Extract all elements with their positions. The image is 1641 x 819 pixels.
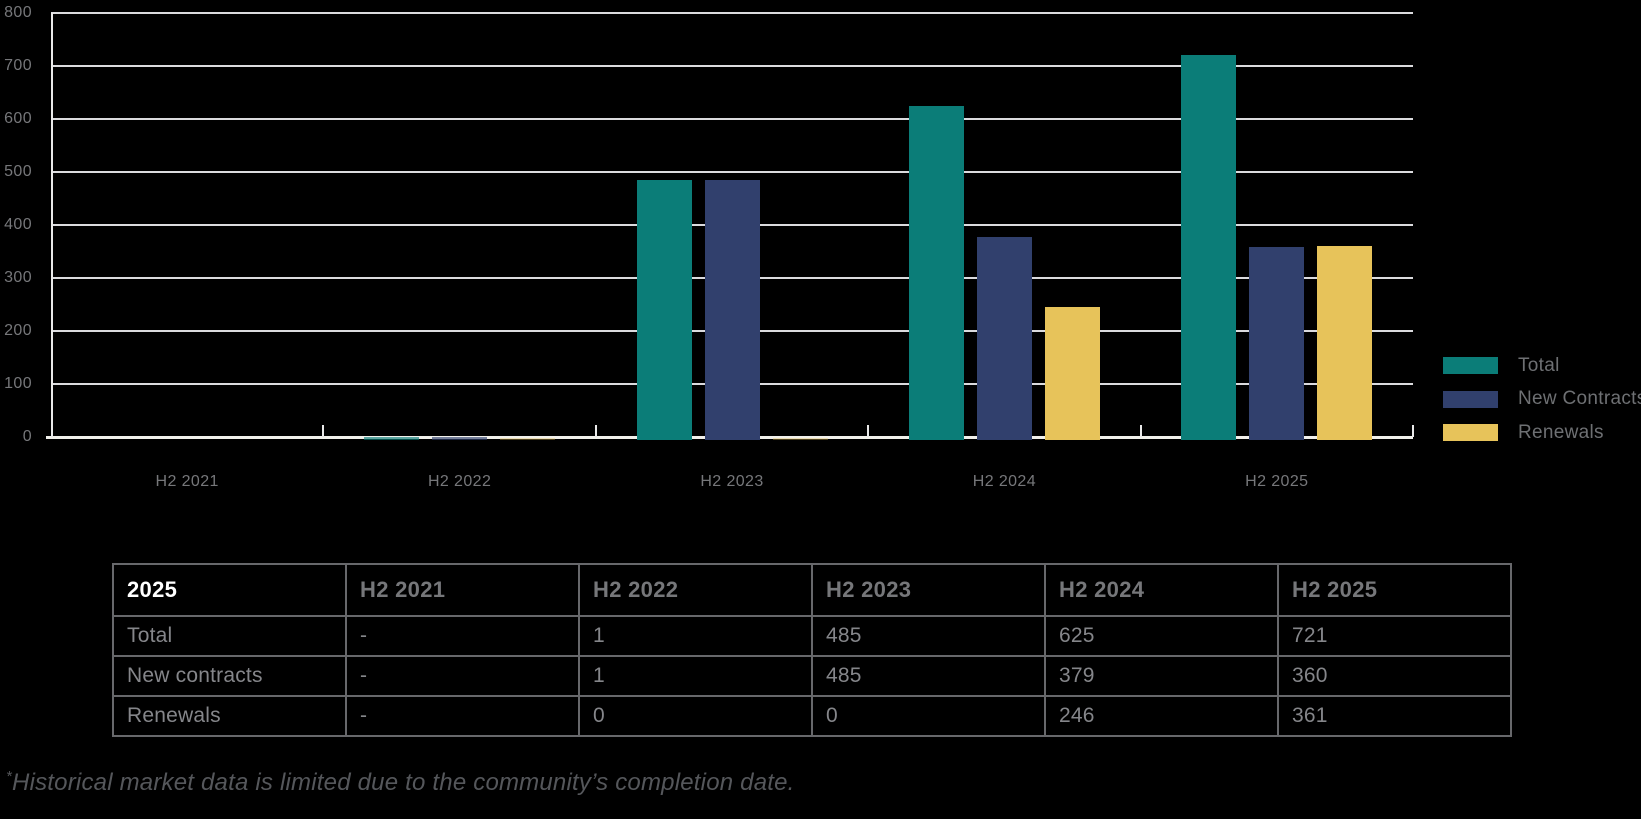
table-row-label: Renewals <box>112 695 347 737</box>
legend-label-total: Total <box>1518 354 1560 376</box>
bar-total-h2-2025 <box>1181 55 1237 440</box>
x-axis-label-h2-2023: H2 2023 <box>700 473 764 490</box>
bar-renewals-h2-2025 <box>1317 246 1373 440</box>
y-axis-label: 300 <box>4 269 32 286</box>
bar-renewals-h2-2024 <box>1044 307 1100 440</box>
legend-item-renewals: Renewals <box>1443 421 1641 443</box>
x-axis-tick <box>1139 425 1142 437</box>
bar-chart: 0 100 200 300 400 500 600 700 800 H2 2021 H2 2022 H… <box>4 4 1414 490</box>
table-header-row: 2025 H2 2021 H2 2022 H2 2023 H2 2024 H2 2025 <box>112 563 1512 617</box>
footnote-asterisk: * <box>6 768 13 785</box>
table-row-total: Total -1 485 625 721 <box>112 615 1512 657</box>
x-axis-tick <box>1412 425 1414 437</box>
table-row-label: New contracts <box>112 655 347 697</box>
x-axis-tick <box>594 425 597 437</box>
table-header-row: 2025 H2 2021 H2 2022 H2 2023 H2 2024 H2 2025 <box>112 563 1512 617</box>
y-axis-label: 400 <box>4 216 32 233</box>
legend-item-new-contracts: New Contracts <box>1443 388 1641 409</box>
table-cell: 485 <box>811 655 1046 697</box>
table-title-cell: 2025 <box>112 563 347 617</box>
y-gridline <box>51 171 1413 173</box>
y-gridline <box>51 12 1413 14</box>
table-row-renewals: Renewals -0 0 246 361 <box>112 695 1512 737</box>
table-cell: 1 <box>578 615 813 657</box>
legend-swatch-new-contracts <box>1443 390 1498 408</box>
x-axis-label-h2-2025: H2 2025 <box>1245 473 1309 490</box>
table-cell: 625 <box>1044 615 1279 657</box>
x-axis-tick <box>322 425 325 437</box>
table-cell: 721 <box>1277 615 1512 657</box>
table-cell: 246 <box>1044 695 1279 737</box>
legend-label-renewals: Renewals <box>1518 421 1604 443</box>
x-axis-label-h2-2022: H2 2022 <box>427 473 492 490</box>
bar-new-contracts-h2-2022 <box>432 436 488 440</box>
bar-new-contracts-h2-2024 <box>976 236 1032 440</box>
y-axis-label: 600 <box>4 110 32 127</box>
table-cell: - <box>345 695 580 737</box>
y-axis-label: 200 <box>4 322 32 339</box>
x-axis-label-h2-2024: H2 2024 <box>972 473 1037 490</box>
footnote: *Historical market data is limited due t… <box>6 768 795 797</box>
table-cell: 360 <box>1277 655 1512 697</box>
table-row-label: Total <box>112 615 347 657</box>
table-cell: - <box>345 655 580 697</box>
table-header-cell: H2 2024 <box>1044 563 1279 617</box>
table-cell: 361 <box>1277 695 1512 737</box>
data-table: 2025 H2 2021 H2 2022 H2 2023 H2 2024 H2 2025 … <box>112 563 1512 737</box>
x-axis-label-h2-2021: H2 2021 <box>155 473 219 490</box>
bar-renewals-h2-2023 <box>772 437 828 440</box>
y-axis-label: 500 <box>4 163 32 180</box>
y-axis-label: 800 <box>4 4 32 21</box>
table-body: Total -1 485 625 721 New contracts -1 485 379 360… <box>112 615 1512 737</box>
chart-legend: Total New Contracts Renewals <box>1443 0 1641 500</box>
x-axis-tick <box>867 425 870 437</box>
table-cell: 0 <box>811 695 1046 737</box>
y-axis-label: 700 <box>4 57 32 74</box>
y-axis-line <box>51 13 53 437</box>
table-cell: 379 <box>1044 655 1279 697</box>
table-header-cell: H2 2025 <box>1277 563 1512 617</box>
table-cell: 1 <box>578 655 813 697</box>
bar-renewals-h2-2022 <box>500 437 556 440</box>
table-cell: - <box>345 615 580 657</box>
table-row-new-contracts: New contracts -1 485 379 360 <box>112 655 1512 697</box>
y-gridline <box>51 65 1413 67</box>
y-gridline <box>51 118 1413 120</box>
table-cell: 485 <box>811 615 1046 657</box>
bar-total-h2-2022 <box>364 436 420 440</box>
bar-total-h2-2023 <box>636 180 692 440</box>
legend-swatch-total <box>1443 357 1498 374</box>
y-axis-label: 100 <box>4 375 32 392</box>
table-header-cell: H2 2023 <box>811 563 1046 617</box>
table-header-cell: H2 2021 <box>345 563 580 617</box>
legend-swatch-renewals <box>1443 424 1498 441</box>
bar-new-contracts-h2-2023 <box>704 180 760 440</box>
bar-total-h2-2024 <box>908 106 964 440</box>
footnote-text: Historical market data is limited due to… <box>12 769 795 796</box>
table-cell: 0 <box>578 695 813 737</box>
table-header-cell: H2 2022 <box>578 563 813 617</box>
legend-item-total: Total <box>1443 354 1641 376</box>
legend-label-new-contracts: New Contracts <box>1518 388 1641 409</box>
y-axis-label: 0 <box>22 428 32 445</box>
bar-new-contracts-h2-2025 <box>1249 246 1305 440</box>
